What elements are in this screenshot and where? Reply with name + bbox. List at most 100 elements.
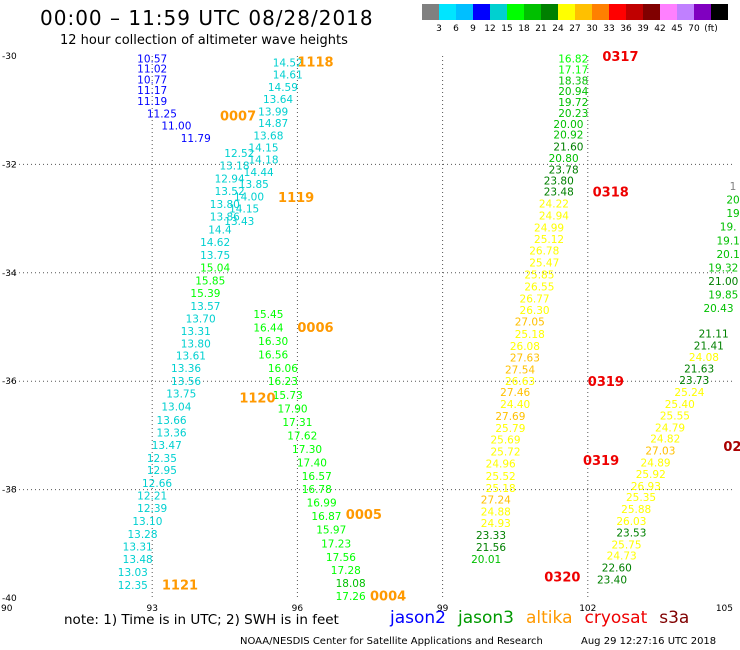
wave-height-value: 27.05 bbox=[515, 317, 545, 329]
legend-swatch bbox=[660, 4, 677, 20]
wave-height-value: 14.4 bbox=[208, 224, 232, 236]
wave-height-value: 24.96 bbox=[486, 459, 516, 471]
wave-height-value: 25.79 bbox=[495, 423, 525, 435]
wave-height-value: 16.06 bbox=[268, 363, 298, 375]
wave-height-value: 16.44 bbox=[253, 323, 283, 335]
wave-height-value: 25.52 bbox=[486, 471, 516, 483]
wave-height-value: 21.00 bbox=[708, 276, 738, 288]
pass-time-label: 0005 bbox=[346, 508, 382, 523]
wave-height-value: 10.57 bbox=[137, 54, 167, 66]
wave-height-value: 25.18 bbox=[515, 329, 545, 341]
wave-height-value: 20.94 bbox=[558, 86, 588, 98]
wave-height-value: 13.31 bbox=[123, 542, 153, 554]
wave-height-value: 13.36 bbox=[171, 363, 201, 375]
wave-height-value: 26.93 bbox=[631, 481, 661, 493]
wave-height-value: 25.12 bbox=[534, 234, 564, 246]
wave-height-value: 11.02 bbox=[137, 63, 167, 75]
wave-height-value: 13.28 bbox=[127, 529, 157, 541]
wave-height-value: 25.75 bbox=[611, 539, 641, 551]
wave-height-value: 21.63 bbox=[684, 364, 714, 376]
wave-height-value: 11.17 bbox=[137, 85, 167, 97]
legend-label: 27 bbox=[569, 24, 581, 34]
wave-height-value: 27.46 bbox=[500, 387, 530, 399]
wave-height-value: 13.85 bbox=[239, 179, 269, 191]
wave-height-value: 13.61 bbox=[176, 351, 206, 363]
wave-height-value: 17.40 bbox=[297, 458, 327, 470]
pass-time-label: 1121 bbox=[162, 578, 198, 593]
wave-height-value: 13.75 bbox=[166, 389, 196, 401]
wave-height-value: 15.45 bbox=[253, 309, 283, 321]
wave-height-value: 26.78 bbox=[529, 246, 559, 258]
legend-label: 15 bbox=[501, 24, 513, 34]
wave-height-value: 25.72 bbox=[490, 447, 520, 459]
pass-time-label: 0007 bbox=[220, 110, 256, 125]
wave-height-value: 21.41 bbox=[694, 340, 724, 352]
wave-height-value: 24.94 bbox=[539, 210, 569, 222]
wave-height-value: 20.00 bbox=[553, 119, 583, 131]
wave-height-value: 24.08 bbox=[689, 352, 719, 364]
wave-height-value: 13.31 bbox=[181, 326, 211, 338]
wave-height-value: 16.57 bbox=[302, 471, 332, 483]
legend-swatch bbox=[592, 4, 609, 20]
generated-timestamp: Aug 29 12:27:16 UTC 2018 bbox=[581, 636, 717, 647]
wave-height-value: 15.73 bbox=[273, 390, 303, 402]
wave-height-value: 19. bbox=[720, 222, 737, 234]
wave-height-value: 14.87 bbox=[258, 118, 288, 130]
x-tick-label: 105 bbox=[716, 604, 733, 614]
satellite-legend-item: s3a bbox=[659, 608, 690, 628]
wave-height-value: 23.48 bbox=[544, 187, 574, 199]
wave-height-value: 13.10 bbox=[132, 516, 162, 528]
legend-label: 24 bbox=[552, 24, 564, 34]
wave-height-value: 23.40 bbox=[597, 575, 627, 587]
wave-height-value: 14.61 bbox=[273, 69, 303, 81]
wave-height-value: 24.93 bbox=[481, 518, 511, 530]
wave-height-value: 13.57 bbox=[190, 301, 220, 313]
credit-line: NOAA/NESDIS Center for Satellite Applica… bbox=[240, 636, 543, 647]
legend-swatch bbox=[507, 4, 524, 20]
pass-time-label: 0006 bbox=[297, 321, 333, 336]
legend-swatch bbox=[711, 4, 728, 20]
wave-height-value: 12.95 bbox=[147, 465, 177, 477]
wave-height-value: 25.18 bbox=[486, 483, 516, 495]
wave-height-value: 12.52 bbox=[224, 148, 254, 160]
wave-height-value: 19.1 bbox=[716, 235, 739, 247]
satellite-legend: jason2 jason3 altika cryosat s3a bbox=[390, 608, 701, 628]
wave-height-value: 24.22 bbox=[539, 198, 569, 210]
wave-height-value: 16.30 bbox=[258, 336, 288, 348]
wave-height-value: 11.25 bbox=[147, 108, 177, 120]
wave-height-value: 22.60 bbox=[602, 563, 632, 575]
wave-height-value: 12.39 bbox=[137, 503, 167, 515]
wave-height-value: 13.56 bbox=[171, 376, 201, 388]
wave-height-value: 16.99 bbox=[307, 498, 337, 510]
wave-height-value: 24.79 bbox=[655, 422, 685, 434]
wave-height-value: 27.03 bbox=[645, 446, 675, 458]
wave-height-value: 19 bbox=[726, 208, 739, 220]
wave-height-value: 13.64 bbox=[263, 94, 293, 106]
wave-height-value: 13.48 bbox=[123, 554, 153, 566]
pass-time-label: 0320 bbox=[544, 570, 580, 585]
wave-height-value: 21.56 bbox=[476, 542, 506, 554]
legend-label: 21 bbox=[535, 24, 547, 34]
wave-height-value: 11.00 bbox=[161, 120, 191, 132]
legend-swatch bbox=[558, 4, 575, 20]
pass-time-label: 023 bbox=[723, 440, 740, 455]
wave-height-value: 15.39 bbox=[190, 288, 220, 300]
wave-height-value: 24.40 bbox=[500, 399, 530, 411]
wave-height-value: 17.17 bbox=[558, 65, 588, 77]
wave-height-value: 13.68 bbox=[253, 131, 283, 143]
wave-height-value: 25.24 bbox=[674, 387, 704, 399]
legend-label: 12 bbox=[484, 24, 496, 34]
legend-swatch bbox=[473, 4, 490, 20]
wave-height-value: 17.30 bbox=[292, 444, 322, 456]
pass-time-label: 0004 bbox=[370, 589, 406, 604]
legend-swatch bbox=[643, 4, 660, 20]
wave-height-value: 25.92 bbox=[636, 469, 666, 481]
wave-height-value: 13.80 bbox=[181, 338, 211, 350]
legend-swatch bbox=[575, 4, 592, 20]
wave-height-value: 12.66 bbox=[142, 478, 172, 490]
wave-height-value: 19.72 bbox=[558, 97, 588, 109]
wave-height-value: 24.89 bbox=[641, 458, 671, 470]
wave-height-value: 14.00 bbox=[234, 191, 264, 203]
pass-time-label: 0319 bbox=[583, 454, 619, 469]
